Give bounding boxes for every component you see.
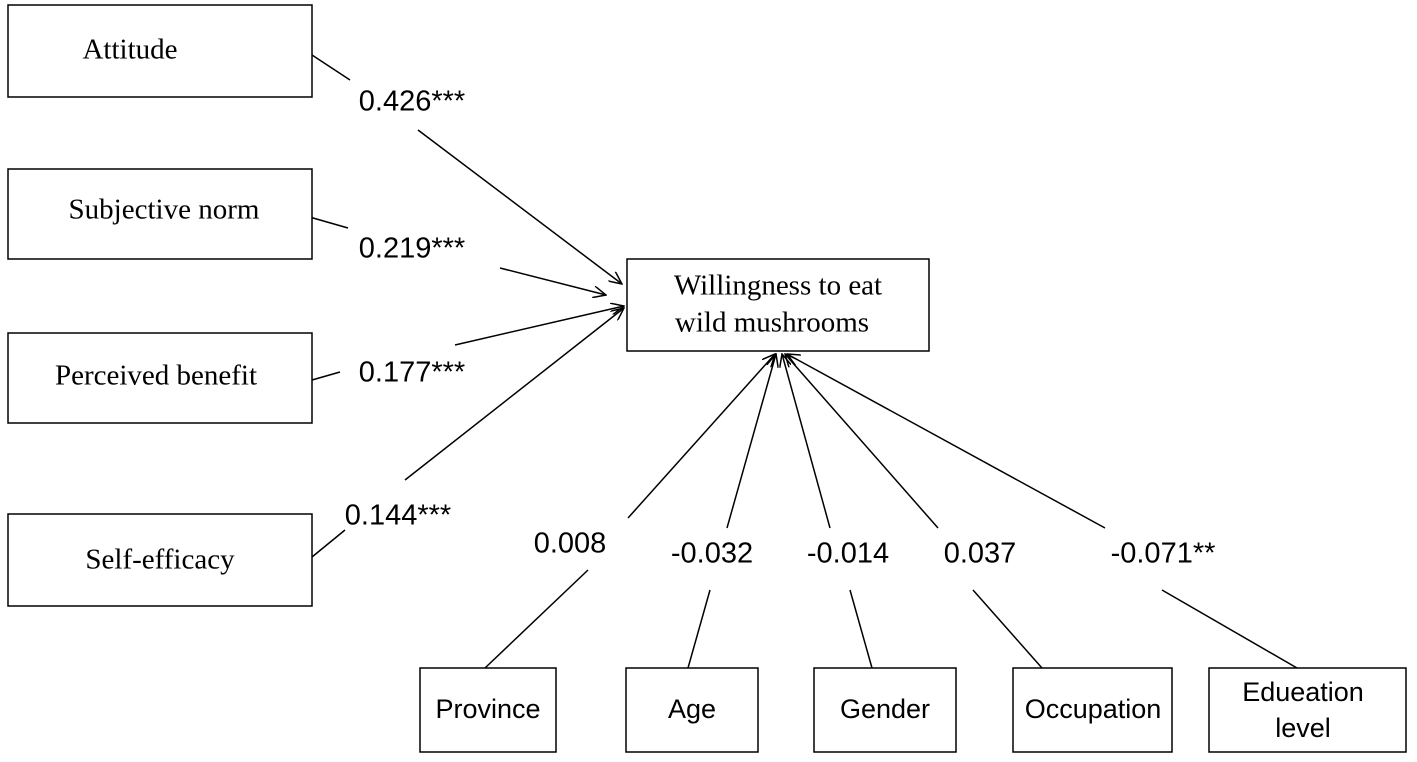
coefficient: -0.071** <box>1111 538 1216 570</box>
node-label: Province <box>435 694 540 724</box>
edge-arrow <box>787 354 1106 529</box>
coefficient: 0.144*** <box>345 500 451 532</box>
node-box <box>7 4 313 98</box>
coefficient: -0.032 <box>671 538 753 570</box>
nodes: Attitude Subjective norm Perceived benef… <box>7 4 1407 753</box>
coefficient: 0.008 <box>534 528 607 560</box>
coefficient: 0.037 <box>944 538 1017 570</box>
coefficient: 0.177*** <box>359 357 465 389</box>
edge-line <box>311 529 346 558</box>
node-box <box>7 513 313 607</box>
edge-arrow <box>417 129 622 284</box>
edge-arrow <box>627 354 775 519</box>
node-box <box>1208 667 1407 753</box>
node-label: Perceived benefit <box>55 360 257 392</box>
edge-line <box>311 371 341 381</box>
edge-arrow <box>726 354 776 529</box>
edge-line <box>972 589 1043 669</box>
edge-arrow <box>785 354 939 529</box>
edge-line <box>849 589 873 669</box>
edges <box>284 54 1298 669</box>
node-label: Subjective norm <box>69 194 260 226</box>
coefficient: 0.426*** <box>359 86 465 118</box>
edge-labels: 0.426*** 0.219*** 0.177*** 0.144*** 0.00… <box>345 86 1216 570</box>
edge-arrow <box>454 306 624 346</box>
node-box <box>419 667 557 753</box>
node-label: Edueation <box>1242 677 1364 707</box>
edge-line <box>484 569 589 669</box>
edge-arrow <box>499 267 606 295</box>
node-box <box>813 667 957 753</box>
node-label: wild mushrooms <box>675 307 869 339</box>
node-label: Gender <box>840 694 930 724</box>
coefficient: 0.219*** <box>359 233 465 265</box>
node-label: level <box>1275 713 1331 743</box>
node-label: Age <box>668 694 716 724</box>
node-box <box>1012 667 1173 753</box>
edge-line <box>1161 589 1298 669</box>
node-label: Self-efficacy <box>85 544 235 576</box>
edge-arrow <box>782 354 831 529</box>
edge-arrow <box>404 308 624 481</box>
edge-line <box>687 589 711 669</box>
node-box <box>625 667 759 753</box>
edge-line <box>311 54 351 81</box>
node-label: Willingness to eat <box>674 270 882 302</box>
node-label: Attitude <box>82 34 177 66</box>
coefficient: -0.014 <box>807 538 889 570</box>
node-box <box>626 258 930 352</box>
node-box <box>7 168 313 260</box>
node-label: Occupation <box>1025 694 1162 724</box>
node-box <box>7 332 313 424</box>
